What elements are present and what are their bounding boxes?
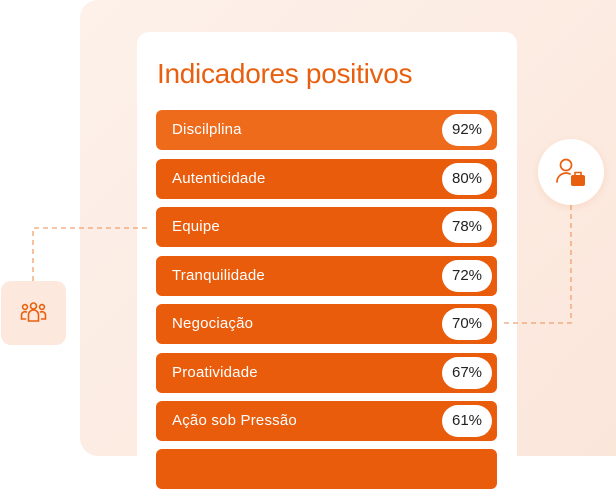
profile-icon-circle <box>538 139 604 205</box>
indicator-label: Ação sob Pressão <box>172 412 297 429</box>
indicator-label: Proatividade <box>172 363 258 381</box>
profile-icon <box>556 158 585 186</box>
indicator-row: Tranquilidade 72% <box>156 255 497 296</box>
indicator-value: 72% <box>442 259 492 292</box>
title: Indicadores positivos <box>157 58 413 89</box>
indicator-row: Equipe 78% <box>156 207 497 247</box>
indicator-label: Discilplina <box>172 121 242 138</box>
indicator-value: 67% <box>442 356 492 389</box>
connector-left <box>32 227 150 281</box>
indicator-value: 61% <box>442 405 492 437</box>
indicator-row: Autenticidade 80% <box>156 158 497 199</box>
indicator-value: 92% <box>442 114 492 146</box>
indicator-value: 78% <box>442 211 492 243</box>
indicator-value: 70% <box>442 308 492 340</box>
indicator-label: Autenticidade <box>172 169 266 187</box>
indicator-row: Ação sob Pressão 61% <box>156 401 497 441</box>
team-icon-box <box>1 281 66 345</box>
indicator-label: Equipe <box>172 218 220 235</box>
indicator-row: Negociação 70% <box>156 304 497 344</box>
indicator-row: Discilplina 92% <box>156 110 497 150</box>
card <box>137 32 517 472</box>
connector-right <box>502 205 572 324</box>
team-icon <box>20 302 47 322</box>
connectors <box>32 205 572 324</box>
indicator-label: Tranquilidade <box>172 266 265 284</box>
indicator-value: 80% <box>442 162 492 195</box>
indicator-row: Proatividade 67% <box>156 352 497 393</box>
indicator-label: Negociação <box>172 315 254 332</box>
briefcase <box>571 175 585 186</box>
